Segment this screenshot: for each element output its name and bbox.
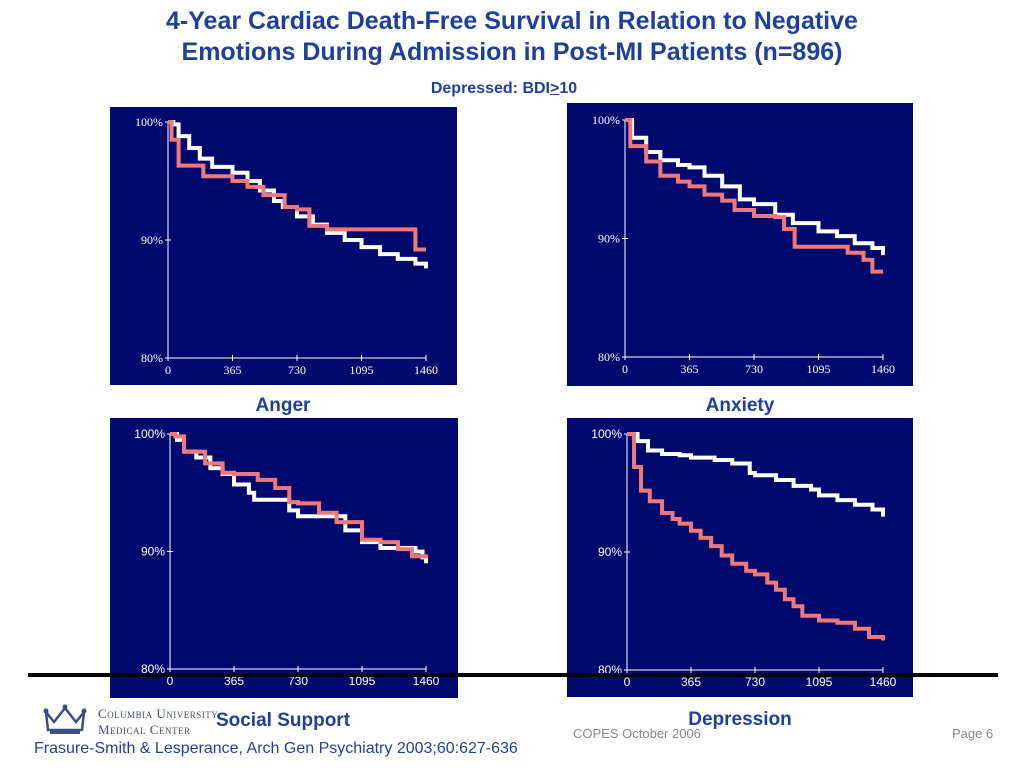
series-line-1: [627, 432, 885, 641]
x-tick-label: 365: [224, 363, 242, 377]
x-tick-label: 0: [167, 674, 174, 688]
y-tick-label: 90%: [598, 545, 622, 559]
chart-svg-1: 0 365 730 1095 1460 100% 90% 80%: [592, 113, 895, 376]
y-tick-label: 80%: [141, 351, 163, 365]
series-line-1: [170, 432, 428, 559]
logo-line-2: Medical Center: [98, 722, 191, 737]
y-tick-label: 90%: [141, 545, 165, 559]
x-tick-label: 1460: [414, 363, 438, 377]
x-tick-label: 365: [681, 675, 701, 689]
x-tick-label: 1095: [350, 363, 374, 377]
chart-svg-2: 0 365 730 1095 1460 100% 90% 80%: [134, 427, 440, 688]
title-line-1: 4-Year Cardiac Death-Free Survival in Re…: [166, 7, 858, 35]
crown-logo-icon: [43, 704, 87, 734]
footer-divider: [28, 673, 998, 677]
subtitle-ge: >: [550, 80, 560, 97]
series-line-0: [627, 432, 885, 517]
y-tick-label: 90%: [141, 233, 163, 247]
axis-lines: [626, 434, 883, 671]
axis-lines: [624, 120, 883, 358]
x-tick-label: 1460: [413, 674, 440, 688]
y-tick-label: 100%: [135, 115, 163, 129]
logo-line-1: Columbia University: [98, 706, 219, 721]
title-line-2: Emotions During Admission in Post-MI Pat…: [181, 38, 843, 66]
slide-title: 4-Year Cardiac Death-Free Survival in Re…: [0, 6, 1024, 68]
subtitle-suffix: 10: [559, 80, 578, 97]
x-tick-label: 1095: [349, 674, 376, 688]
chart-label-anxiety: Anxiety: [705, 395, 775, 416]
page-number: Page 6: [952, 726, 994, 741]
chart-panel-social-support: 0 365 730 1095 1460 100% 90% 80%: [110, 418, 458, 698]
x-tick-label: 0: [165, 363, 171, 377]
y-tick-label: 80%: [598, 350, 620, 364]
series-line-1: [625, 118, 883, 274]
chart-panel-anger: 0 365 730 1095 1460 100% 90% 80%: [110, 107, 457, 385]
y-tick-label: 100%: [592, 113, 620, 127]
citation: Frasure-Smith & Lesperance, Arch Gen Psy…: [34, 740, 518, 757]
chart-label-social-support: Social Support: [215, 710, 351, 731]
x-tick-label: 730: [288, 363, 306, 377]
y-tick-label: 100%: [134, 427, 165, 441]
series-line-0: [625, 118, 885, 256]
chart-label-anger: Anger: [255, 395, 311, 416]
x-tick-label: 1460: [871, 362, 895, 376]
y-tick-label: 80%: [141, 662, 165, 676]
y-tick-label: 90%: [598, 232, 620, 246]
y-tick-label: 100%: [591, 427, 622, 441]
x-tick-label: 0: [622, 362, 628, 376]
x-tick-label: 365: [224, 674, 244, 688]
x-tick-label: 730: [745, 362, 763, 376]
x-tick-label: 730: [745, 675, 765, 689]
x-tick-label: 0: [624, 675, 631, 689]
series-line-1: [168, 120, 426, 252]
x-tick-label: 1095: [807, 362, 831, 376]
footer-center: COPES October 2006: [573, 726, 701, 741]
series-line-0: [168, 120, 428, 269]
x-tick-label: 365: [681, 362, 699, 376]
chart-label-depression: Depression: [688, 709, 792, 730]
chart-svg-0: 0 365 730 1095 1460 100% 90% 80%: [135, 115, 438, 377]
subtitle-prefix: Depressed: BDI: [430, 80, 550, 97]
chart-panel-depression: 0 365 730 1095 1460 100% 90% 80%: [567, 418, 913, 697]
x-tick-label: 1460: [870, 675, 897, 689]
x-tick-label: 730: [288, 674, 308, 688]
subtitle: Depressed: BDI>10: [0, 80, 1008, 98]
chart-panel-anxiety: 0 365 730 1095 1460 100% 90% 80%: [567, 103, 913, 386]
x-tick-label: 1095: [806, 675, 833, 689]
